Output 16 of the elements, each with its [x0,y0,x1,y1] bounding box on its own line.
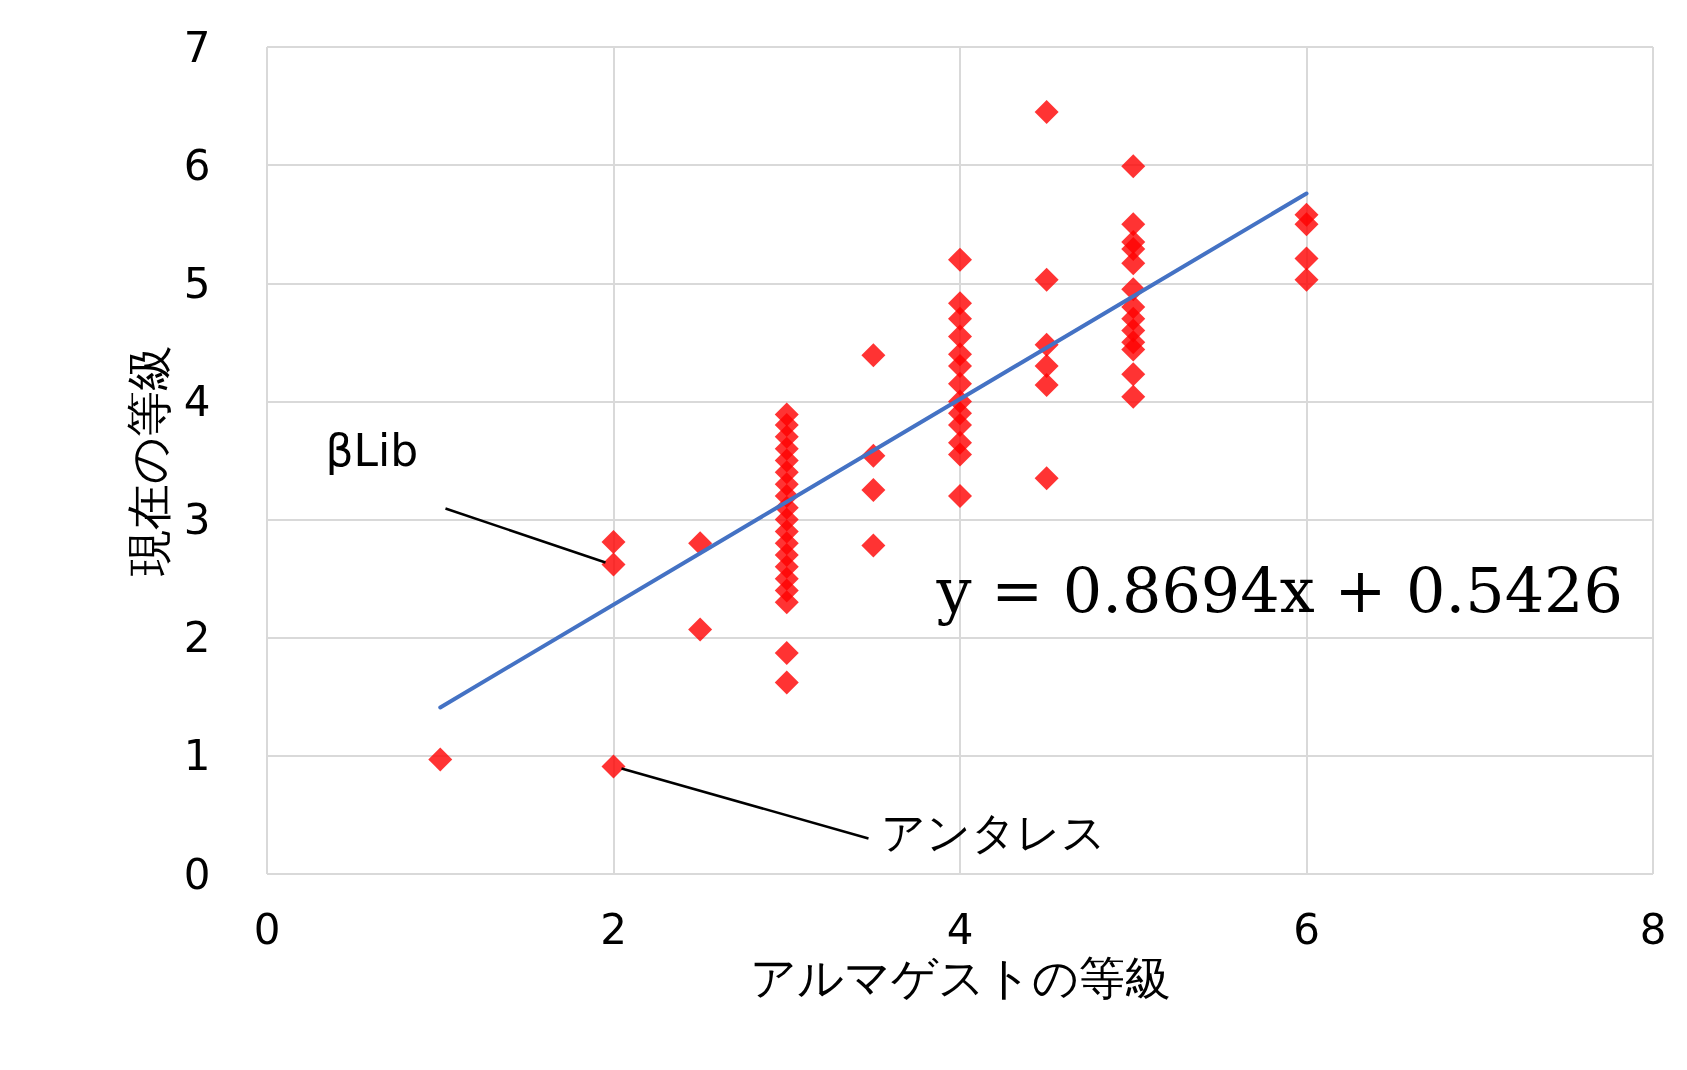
annotation: アンタレス [880,806,1106,858]
annotation: y = 0.8694x + 0.5426 [935,554,1624,628]
y-tick-label: 3 [183,495,211,545]
y-tick-label: 7 [183,22,211,72]
y-tick-label: 6 [183,140,211,190]
y-tick-label: 0 [183,849,211,899]
y-axis-title: 現在の等級 [122,345,176,576]
y-tick-label: 1 [183,731,211,781]
annotation: βLib [325,424,419,476]
x-tick-label: 2 [600,904,627,954]
x-tick-label: 0 [253,904,281,954]
y-tick-label: 2 [183,613,211,663]
x-tick-label: 6 [1293,904,1320,954]
y-tick-label: 5 [183,258,211,308]
y-tick-label: 4 [183,376,211,426]
x-tick-label: 8 [1639,904,1667,954]
